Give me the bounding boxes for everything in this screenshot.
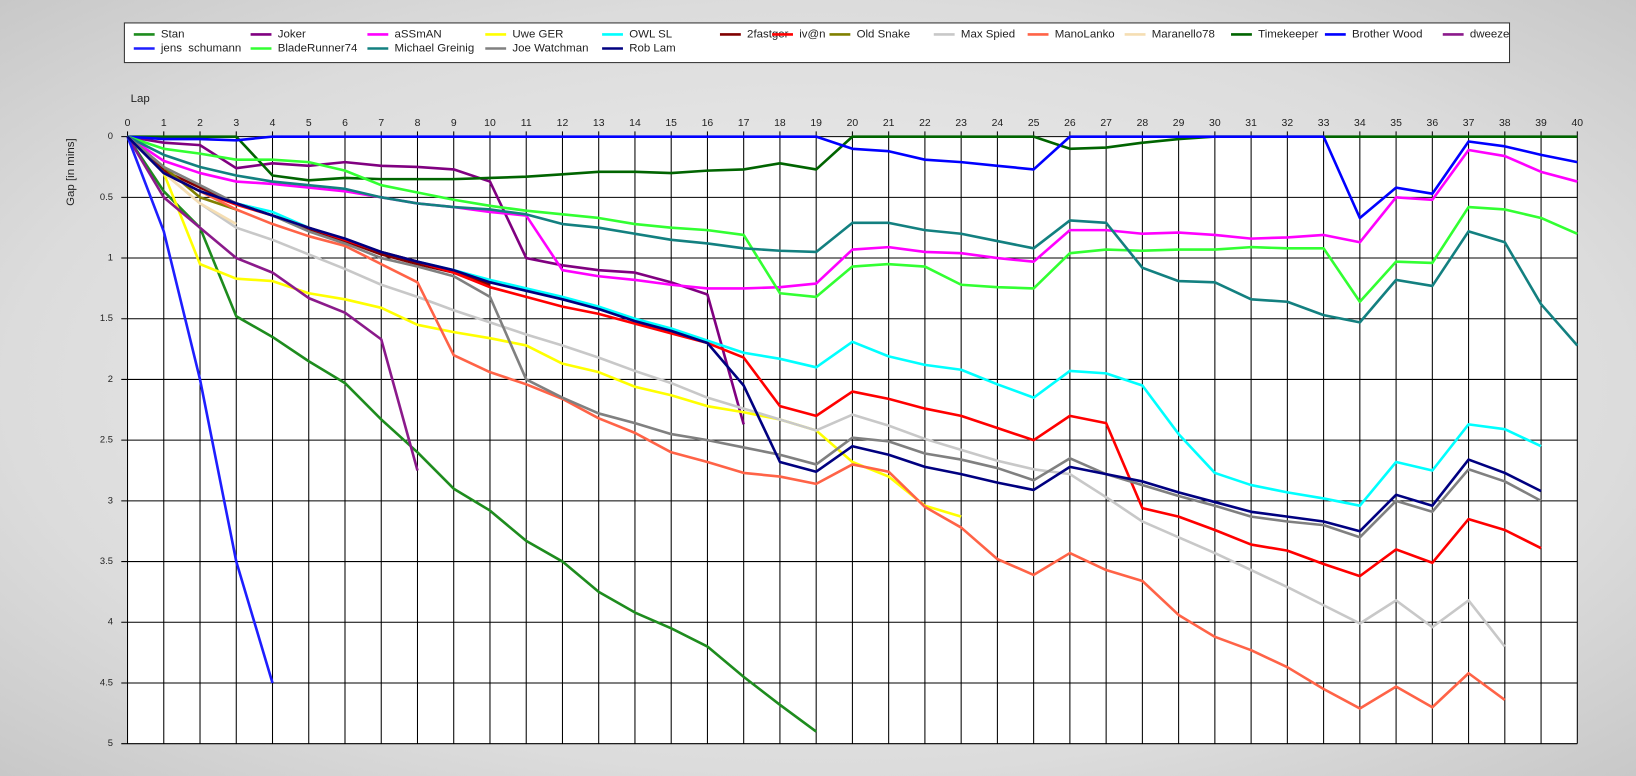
series-line: [126, 135, 1542, 539]
y-axis-label: Gap [in mins]: [65, 138, 77, 206]
legend-label: Joker: [278, 28, 306, 40]
legend-label: BladeRunner74: [278, 43, 358, 55]
legend-label: Max Spied: [961, 28, 1015, 40]
x-tick-label: 39: [1535, 118, 1547, 129]
y-tick-label: 1: [108, 253, 113, 263]
legend-label: Stan: [161, 28, 185, 40]
legend-label: 2fastger: [747, 28, 789, 40]
legend-label: dweeze: [1470, 28, 1510, 40]
x-tick-label: 23: [955, 118, 967, 129]
series-line: [126, 135, 817, 733]
legend-label: Old Snake: [857, 28, 911, 40]
series-line: [126, 136, 274, 684]
y-tick-label: 3.5: [100, 556, 113, 566]
x-tick-label: 2: [197, 118, 203, 129]
x-tick-label: 3: [233, 118, 239, 129]
x-tick-label: 6: [342, 118, 348, 129]
x-tick-label: 28: [1137, 118, 1149, 129]
legend-label: iv@n: [799, 28, 825, 40]
x-tick-label: 5: [306, 118, 312, 129]
x-tick-label: 36: [1427, 118, 1439, 129]
x-tick-label: 19: [810, 118, 822, 129]
x-tick-label: 20: [847, 118, 859, 129]
x-tick-label: 9: [451, 118, 457, 129]
y-tick-label: 3: [108, 495, 113, 505]
y-tick-label: 0: [108, 131, 113, 141]
legend-label: ManoLanko: [1055, 28, 1115, 40]
y-tick-label: 5: [108, 738, 113, 748]
x-tick-label: 30: [1209, 118, 1221, 129]
legend-label: aSSmAN: [395, 28, 442, 40]
series-line: [127, 135, 745, 425]
x-tick-label: 29: [1173, 118, 1185, 129]
legend-label: OWL SL: [629, 28, 672, 40]
series-line: [127, 135, 1578, 182]
x-tick-label: 15: [665, 118, 677, 129]
x-tick-label: 13: [593, 118, 605, 129]
y-tick-label: 4.5: [100, 677, 113, 687]
x-tick-label: 25: [1028, 118, 1040, 129]
x-tick-label: 18: [774, 118, 786, 129]
legend-label: Uwe GER: [512, 28, 563, 40]
legend-label: jens schumann: [160, 43, 241, 55]
legend-label: Rob Lam: [629, 43, 676, 55]
legend-label: Brother Wood: [1352, 28, 1423, 40]
series-line: [127, 135, 1578, 220]
x-tick-label: 35: [1390, 118, 1402, 129]
x-tick-label: 4: [270, 118, 276, 129]
x-tick-label: 27: [1100, 118, 1112, 129]
x-tick-label: 8: [415, 118, 421, 129]
x-axis-label: Lap: [131, 93, 150, 105]
x-tick-label: 16: [702, 118, 714, 129]
x-tick-label: 11: [521, 118, 532, 129]
x-tick-label: 26: [1064, 118, 1076, 129]
series-line: [127, 135, 1578, 304]
legend-label: Timekeeper: [1258, 28, 1318, 40]
series-line: [126, 135, 419, 471]
x-tick-label: 0: [125, 118, 131, 129]
series-line: [126, 135, 1542, 533]
x-tick-label: 10: [484, 118, 496, 129]
x-tick-label: 32: [1282, 118, 1294, 129]
x-tick-label: 14: [629, 118, 641, 129]
x-tick-label: 17: [738, 118, 750, 129]
x-tick-label: 7: [378, 118, 384, 129]
legend-box: [123, 22, 1511, 64]
series-line: [126, 135, 1506, 710]
legend-label: Joe Watchman: [512, 43, 588, 55]
x-tick-label: 21: [883, 118, 895, 129]
x-tick-label: 24: [992, 118, 1004, 129]
series-line: [126, 135, 1579, 347]
y-tick-label: 2: [108, 374, 113, 384]
x-tick-label: 31: [1245, 118, 1257, 129]
legend-label: Michael Greinig: [395, 43, 475, 55]
y-tick-label: 4: [108, 617, 113, 627]
x-tick-label: 34: [1354, 118, 1366, 129]
y-tick-label: 0.5: [100, 192, 113, 202]
series-line: [126, 135, 1506, 648]
x-tick-label: 40: [1572, 118, 1584, 129]
x-tick-label: 1: [161, 118, 167, 129]
x-tick-label: 12: [557, 118, 569, 129]
x-tick-label: 22: [919, 118, 931, 129]
x-tick-label: 38: [1499, 118, 1511, 129]
y-tick-label: 2.5: [100, 435, 113, 445]
legend-label: Maranello78: [1152, 28, 1215, 40]
x-tick-label: 33: [1318, 118, 1330, 129]
y-tick-label: 1.5: [100, 313, 113, 323]
series-line: [126, 135, 962, 518]
x-tick-label: 37: [1463, 118, 1475, 129]
